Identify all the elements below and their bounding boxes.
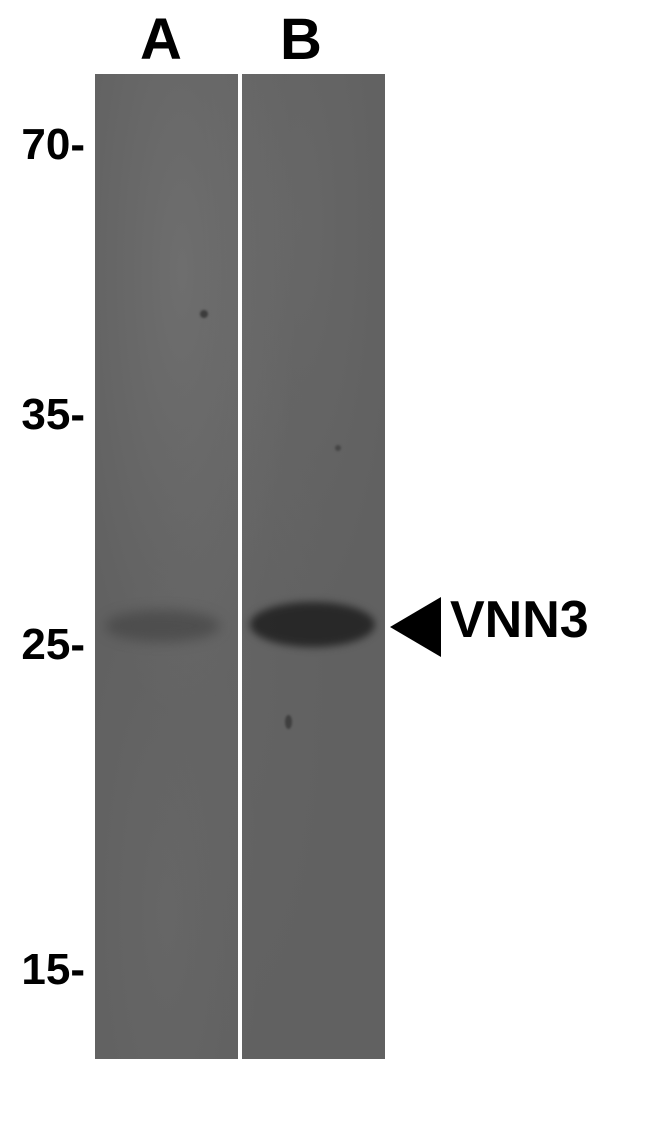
artifact-spot	[335, 445, 341, 451]
lane-label-a: A	[140, 6, 182, 73]
marker-label-25: 25-	[21, 620, 85, 670]
blot-membrane	[95, 74, 385, 1059]
marker-label-70: 70-	[21, 120, 85, 170]
band-lane-b	[250, 602, 375, 647]
lane-label-b: B	[280, 6, 322, 73]
band-arrow-icon	[390, 597, 441, 657]
western-blot-figure: A B 70- 35- 25- 15- VNN3	[0, 0, 650, 1124]
artifact-spot	[200, 310, 208, 318]
marker-label-35: 35-	[21, 390, 85, 440]
artifact-spot	[285, 715, 292, 729]
lane-divider	[238, 74, 242, 1059]
marker-label-15: 15-	[21, 945, 85, 995]
band-lane-a	[105, 610, 220, 642]
protein-name-label: VNN3	[450, 590, 589, 650]
